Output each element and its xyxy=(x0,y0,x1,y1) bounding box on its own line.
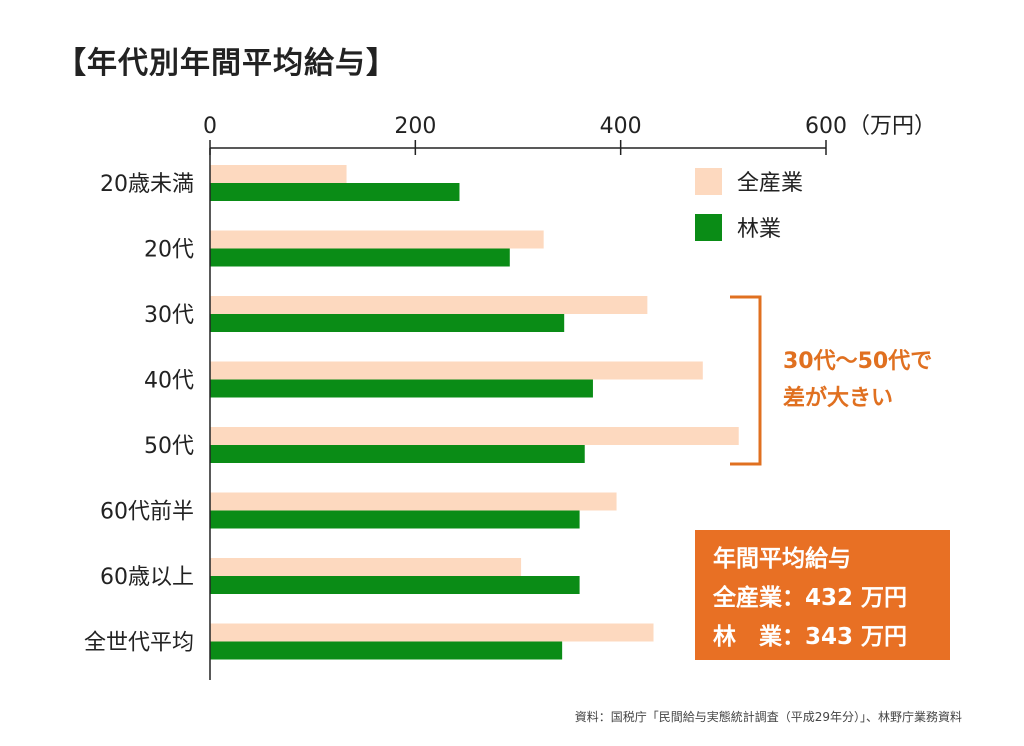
bars xyxy=(210,165,739,660)
x-axis-ticks: 0 200 400 600 （万円） xyxy=(203,114,936,155)
bar-all-industries xyxy=(210,361,703,380)
x-axis-unit: （万円） xyxy=(848,114,936,139)
bar-forestry xyxy=(210,183,460,201)
bar-forestry xyxy=(210,576,580,594)
summary-forestry: 林 業：343 万円 xyxy=(713,624,908,650)
bar-all-industries xyxy=(210,296,648,314)
category-label: 60代前半 xyxy=(100,500,194,525)
bar-all-industries xyxy=(210,558,522,576)
x-tick-label: 400 xyxy=(600,114,642,139)
x-tick-label: 200 xyxy=(394,114,436,139)
bar-all-industries xyxy=(210,623,654,642)
annotation-line-1: 30代〜50代で xyxy=(783,349,932,374)
bar-forestry xyxy=(210,510,580,529)
legend-swatch-forestry xyxy=(695,214,722,241)
category-label: 50代 xyxy=(144,434,194,459)
summary-all-industries: 全産業：432 万円 xyxy=(713,585,908,611)
bar-forestry xyxy=(210,314,565,332)
legend-label-all-industries: 全産業 xyxy=(737,171,803,196)
legend: 全産業 林業 xyxy=(695,168,803,242)
category-label: 60歳以上 xyxy=(100,565,194,590)
summary-box: 年間平均給与 全産業：432 万円 林 業：343 万円 xyxy=(695,530,950,660)
legend-swatch-all-industries xyxy=(695,168,722,195)
bar-all-industries xyxy=(210,427,739,445)
summary-heading: 年間平均給与 xyxy=(713,546,851,572)
bar-all-industries xyxy=(210,230,544,249)
annotation-bracket xyxy=(730,295,762,466)
bar-forestry xyxy=(210,248,510,267)
bar-forestry xyxy=(210,641,563,660)
bar-all-industries xyxy=(210,165,347,183)
annotation-line-2: 差が大きい xyxy=(783,385,893,411)
category-label: 20歳未満 xyxy=(100,172,194,197)
bar-all-industries xyxy=(210,492,617,511)
x-tick-label: 0 xyxy=(203,114,217,139)
bar-forestry xyxy=(210,445,585,463)
category-label: 30代 xyxy=(144,303,194,328)
legend-label-forestry: 林業 xyxy=(737,217,781,242)
bar-forestry xyxy=(210,379,593,398)
source-note: 資料：国税庁「民間給与実態統計調査（平成29年分）」、林野庁業務資料 xyxy=(574,710,962,724)
x-tick-label: 600 xyxy=(805,114,847,139)
category-label: 全世代平均 xyxy=(84,631,194,656)
category-label: 40代 xyxy=(144,369,194,394)
category-label: 20代 xyxy=(144,238,194,263)
chart-title: 【年代別年間平均給与】 xyxy=(56,46,397,81)
